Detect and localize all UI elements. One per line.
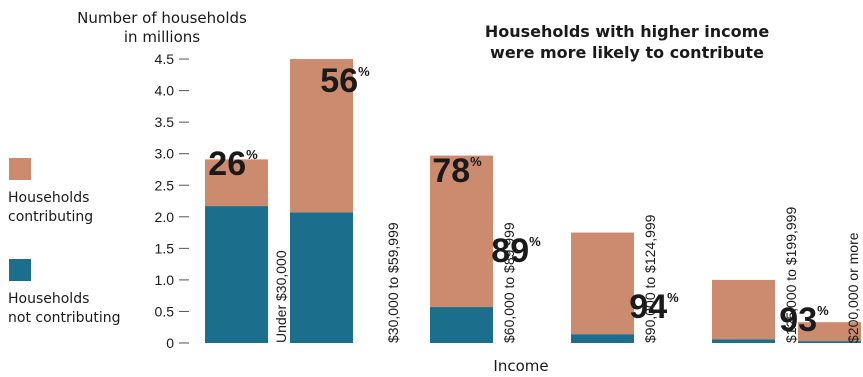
percent-label: 56% (320, 62, 370, 100)
bar-segment (571, 232, 634, 335)
y-tick-label: 0.5 (155, 303, 175, 319)
percent-label: 26% (208, 145, 258, 183)
bar-segment (290, 59, 353, 213)
x-tick-label: $90,000 to $124,999 (642, 214, 658, 343)
bar-segment (798, 322, 861, 342)
chart-title-line-1: Households with higher income (485, 22, 769, 41)
percent-label: 94% (629, 288, 679, 326)
bar-segment (430, 307, 493, 343)
bar-segment (712, 279, 775, 340)
legend-label-not-contributing-line-2: not contributing (8, 310, 121, 326)
y-tick-label: 1.0 (155, 272, 175, 288)
percent-label: 78% (432, 152, 482, 190)
category-labels: Under $30,000 $30,000 to $59,999 $60,000 t… (273, 207, 861, 343)
bar-segment (571, 334, 634, 343)
bar-segment (798, 341, 861, 343)
bar-segment (205, 159, 268, 207)
y-tick-label: 3.5 (155, 114, 175, 130)
x-tick-label: $60,000 to $89,999 (501, 222, 517, 343)
percent-label: 89% (491, 232, 541, 270)
y-tick-label: 4.5 (155, 51, 175, 67)
y-axis-title-line-1: Number of households (77, 9, 247, 27)
chart-title-line-2: were more likely to contribute (490, 43, 764, 62)
percent-label: 93% (779, 301, 829, 339)
bar-segment (712, 339, 775, 343)
y-axis: 0 0.5 1.0 1.5 2.0 2.5 3.0 3.5 4.0 4.5 (155, 51, 189, 351)
bars (205, 59, 861, 343)
y-tick-label: 1.5 (155, 240, 175, 256)
x-tick-label: $200,000 or more (845, 232, 861, 343)
legend-label-not-contributing-line-1: Households (8, 291, 89, 307)
x-tick-label: $30,000 to $59,999 (385, 222, 401, 343)
legend-label-contributing-line-2: contributing (8, 209, 93, 225)
x-tick-label: Under $30,000 (273, 250, 289, 343)
bar-segment (290, 212, 353, 343)
x-tick-label: $125,000 to $199,999 (783, 207, 799, 343)
y-tick-label: 2.0 (155, 209, 175, 225)
bar-segment (205, 206, 268, 343)
bar-segment (430, 155, 493, 308)
y-tick-label: 3.0 (155, 146, 175, 162)
y-tick-label: 0 (166, 335, 174, 351)
percent-labels: 26% 56% 78% 89% 94% 93% (208, 62, 829, 339)
y-tick-label: 2.5 (155, 177, 175, 193)
legend-label-contributing-line-1: Households (8, 190, 89, 206)
legend-swatch-contributing (9, 158, 31, 180)
legend-swatch-not-contributing (9, 259, 31, 281)
y-tick-label: 4.0 (155, 83, 175, 99)
x-axis-title: Income (493, 357, 548, 375)
y-axis-title-line-2: in millions (124, 28, 200, 46)
